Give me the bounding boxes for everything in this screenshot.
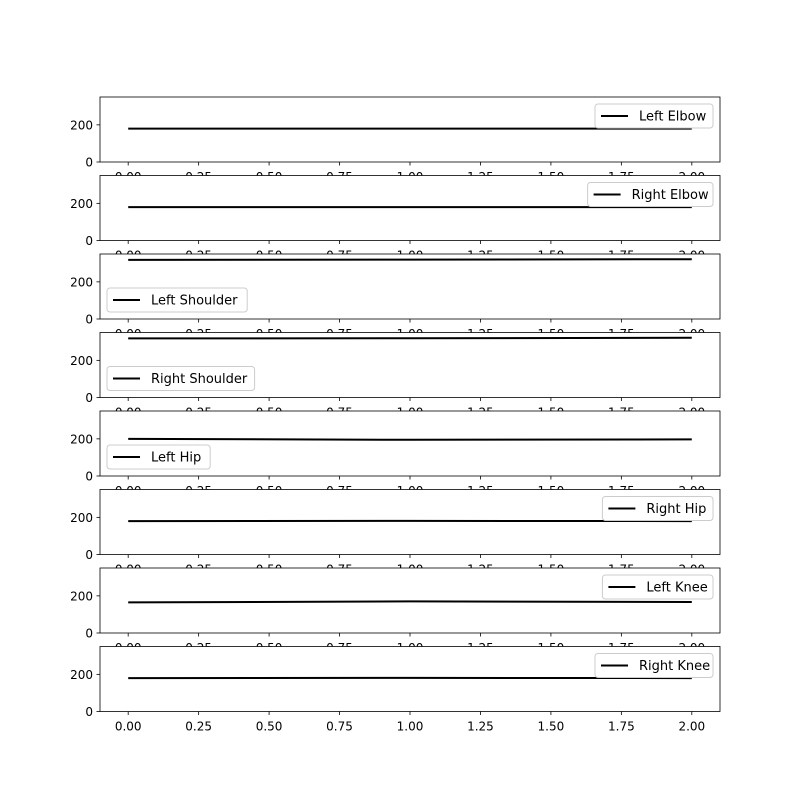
panel-right-hip: 02000.000.250.500.751.001.251.501.752.00… — [70, 489, 721, 577]
legend: Left Shoulder — [106, 287, 248, 313]
legend: Left Hip — [106, 444, 211, 470]
x-tick-label: 0.50 — [256, 720, 283, 734]
legend-label: Right Knee — [639, 659, 710, 674]
legend-box — [587, 182, 714, 207]
series-line — [128, 258, 692, 261]
y-tick-label: 200 — [70, 118, 93, 132]
panel-right-shoulder: 02000.000.250.500.751.001.251.501.752.00… — [70, 332, 721, 420]
y-tick-label: 0 — [85, 313, 93, 327]
y-tick-label: 0 — [85, 548, 93, 562]
legend: Right Elbow — [587, 182, 714, 207]
panel-left-shoulder: 02000.000.250.500.751.001.251.501.752.00… — [70, 253, 721, 341]
legend: Right Hip — [601, 496, 714, 521]
x-tick-label: 1.00 — [397, 720, 424, 734]
legend-box — [106, 287, 248, 313]
legend-box — [594, 653, 714, 678]
y-tick-label: 0 — [85, 391, 93, 405]
legend-label: Right Elbow — [632, 188, 709, 203]
y-tick-label: 200 — [70, 432, 93, 446]
y-tick-label: 200 — [70, 589, 93, 603]
y-tick-label: 0 — [85, 156, 93, 170]
y-tick-label: 200 — [70, 197, 93, 211]
x-tick-label: 0.00 — [115, 720, 142, 734]
legend-box — [601, 574, 714, 600]
series-line — [128, 437, 692, 441]
legend-label: Left Knee — [646, 581, 707, 596]
y-tick-label: 200 — [70, 511, 93, 525]
legend-label: Right Shoulder — [151, 372, 248, 387]
y-tick-label: 0 — [85, 234, 93, 248]
legend: Right Knee — [594, 653, 714, 678]
y-tick-label: 0 — [85, 627, 93, 641]
legend-label: Left Hip — [151, 451, 201, 466]
panel-left-knee: 02000.000.250.500.751.001.251.501.752.00… — [70, 567, 721, 655]
y-tick-label: 200 — [70, 668, 93, 682]
series-line — [128, 600, 692, 604]
legend-box — [106, 366, 256, 391]
y-tick-label: 200 — [70, 354, 93, 368]
panel-left-hip: 02000.000.250.500.751.001.251.501.752.00… — [70, 410, 721, 498]
legend-box — [601, 496, 714, 521]
legend-label: Left Shoulder — [151, 294, 238, 309]
x-tick-label: 2.00 — [678, 720, 705, 734]
y-tick-label: 200 — [70, 275, 93, 289]
series-line — [128, 336, 692, 340]
legend-box — [594, 103, 714, 129]
legend: Right Shoulder — [106, 366, 256, 391]
y-tick-label: 0 — [85, 470, 93, 484]
x-tick-label: 1.25 — [467, 720, 494, 734]
legend-label: Left Elbow — [639, 110, 707, 125]
x-tick-label: 1.50 — [538, 720, 565, 734]
legend: Left Knee — [601, 574, 714, 600]
x-tick-label: 0.75 — [326, 720, 353, 734]
legend: Left Elbow — [594, 103, 714, 129]
legend-label: Right Hip — [646, 502, 706, 517]
panel-right-knee: 0 200 0.00 0.25 0.50 0.75 1.00 1.25 1.50 1.75 2.00… — [70, 646, 721, 734]
x-tick-label: 1.75 — [608, 720, 635, 734]
panel-right-elbow: 02000.000.250.500.751.001.251.501.752.00… — [70, 175, 721, 263]
y-tick-label: 0 — [85, 705, 93, 719]
panel-left-elbow: 02000.000.250.500.751.001.251.501.752.00… — [70, 96, 721, 184]
x-tick-label: 0.25 — [185, 720, 212, 734]
legend-box — [106, 444, 211, 470]
